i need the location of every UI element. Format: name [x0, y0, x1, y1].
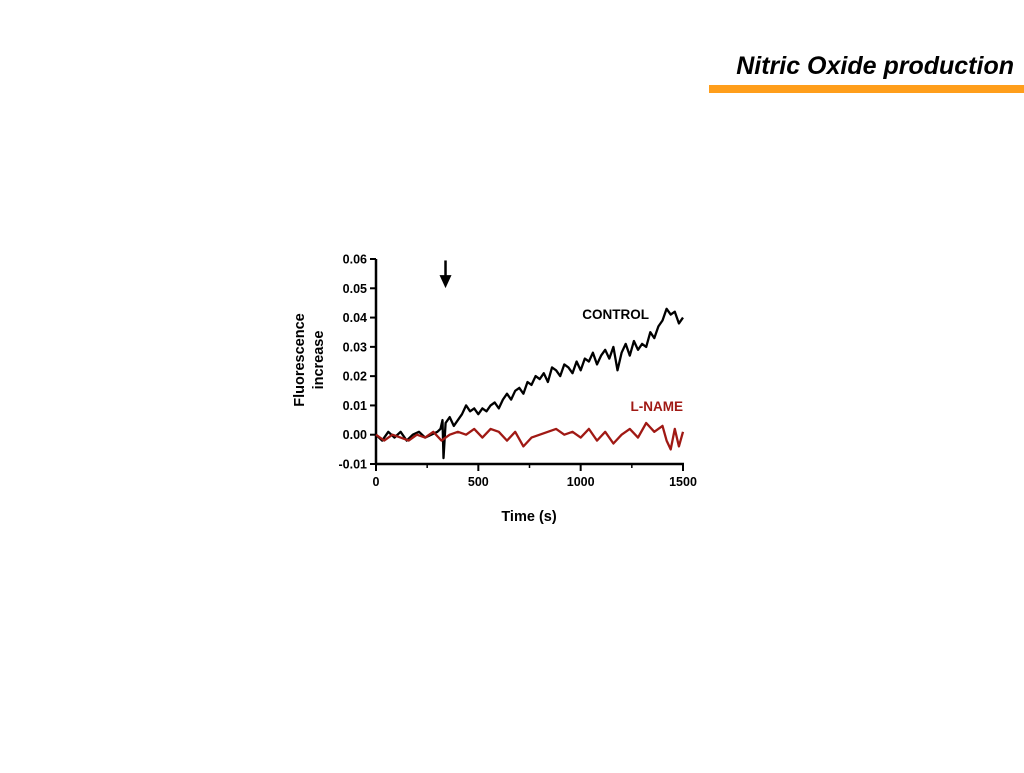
lname-series-line [375, 421, 685, 451]
x-tick-label: 1500 [669, 475, 697, 489]
y-tick-label: -0.01 [339, 458, 368, 472]
title-accent-bar [709, 85, 1024, 93]
addition-arrow-head [439, 275, 452, 289]
y-tick-label: 0.00 [343, 428, 367, 442]
y-tick-label: 0.06 [343, 253, 367, 267]
x-tick-label: 0 [373, 475, 380, 489]
chart-axes: -0.01 0.00 0.01 0.02 0.03 0.04 0.05 0.06 0 500 100… [292, 253, 697, 526]
y-tick-label: 0.04 [343, 311, 367, 325]
control-series-line [375, 307, 684, 460]
x-axis-label: Time (s) [501, 509, 557, 525]
y-tick-label: 0.03 [343, 340, 367, 354]
lname-series-label: L-NAME [631, 399, 684, 414]
control-series-label: CONTROL [582, 307, 649, 322]
y-tick-label: 0.01 [343, 399, 367, 413]
x-tick-label: 1000 [567, 475, 595, 489]
y-tick-label: 0.05 [343, 282, 367, 296]
y-tick-label: 0.02 [343, 370, 367, 384]
y-axis-label-line: Fluorescence [292, 313, 308, 407]
y-axis-label-line: increase [311, 331, 327, 390]
y-axis-label: Fluorescence increase [292, 313, 327, 407]
x-tick-label: 500 [468, 475, 489, 489]
chart-annotations: CONTROL L-NAME [439, 260, 684, 414]
slide-title: Nitric Oxide production [736, 52, 1014, 80]
chart-series-layer [375, 307, 685, 460]
